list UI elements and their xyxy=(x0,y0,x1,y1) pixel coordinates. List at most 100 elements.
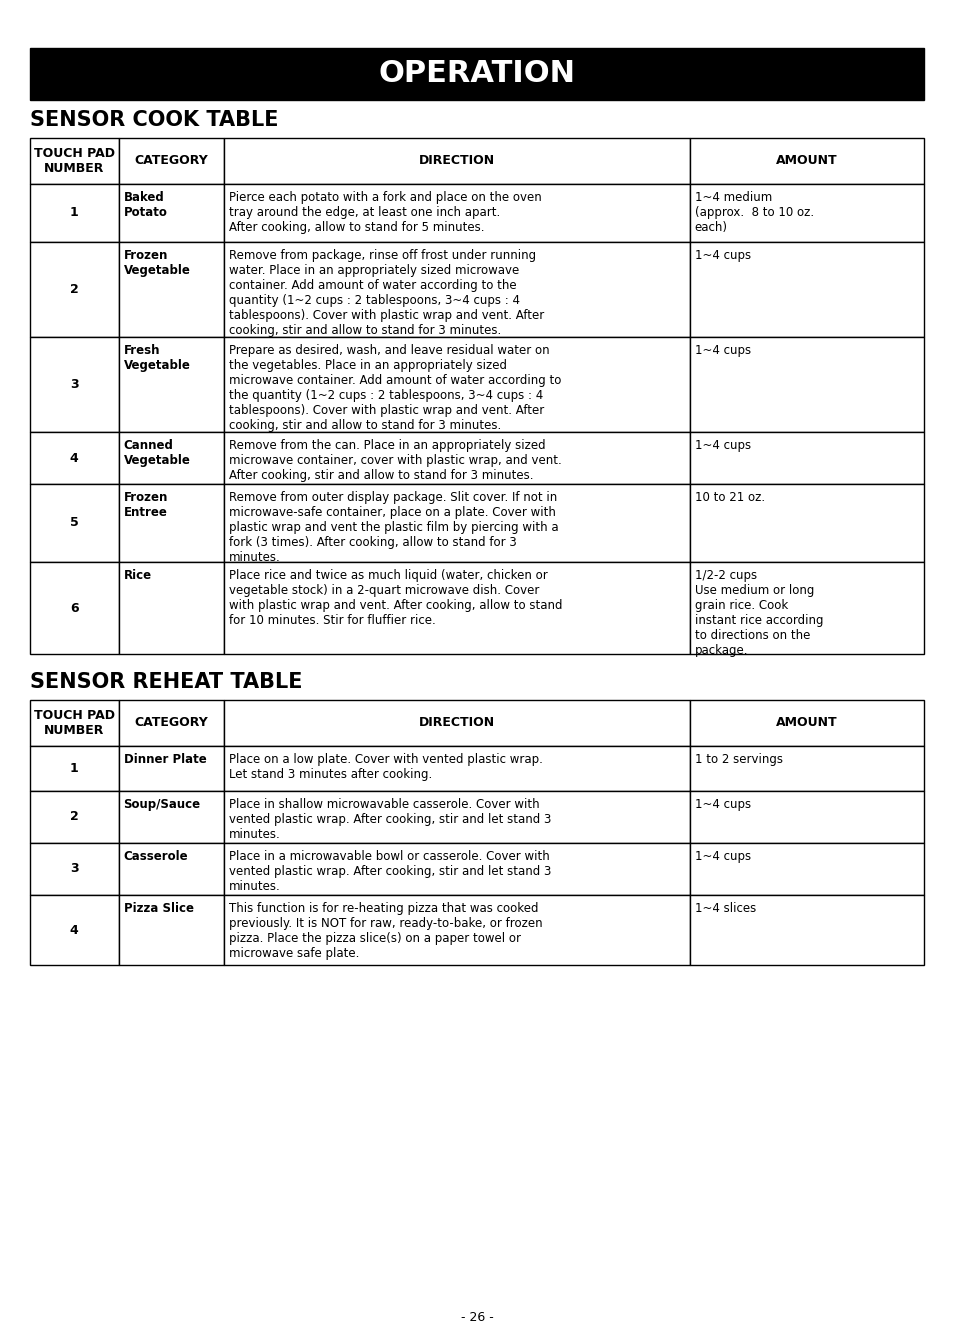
Text: TOUCH PAD
NUMBER: TOUCH PAD NUMBER xyxy=(33,148,114,174)
Bar xyxy=(689,242,923,337)
Bar xyxy=(224,562,689,654)
Text: AMOUNT: AMOUNT xyxy=(775,154,837,168)
Text: 1~4 cups: 1~4 cups xyxy=(694,439,750,452)
Bar xyxy=(118,746,224,790)
Text: Frozen
Entree: Frozen Entree xyxy=(123,491,168,519)
Bar xyxy=(224,484,689,562)
Text: 6: 6 xyxy=(70,601,78,615)
Text: Remove from package, rinse off frost under running
water. Place in an appropriat: Remove from package, rinse off frost und… xyxy=(229,250,543,337)
Bar xyxy=(30,432,118,484)
Bar xyxy=(118,184,224,242)
Bar xyxy=(30,48,923,101)
Bar xyxy=(30,138,118,184)
Text: Baked
Potato: Baked Potato xyxy=(123,191,167,219)
Text: Prepare as desired, wash, and leave residual water on
the vegetables. Place in a: Prepare as desired, wash, and leave resi… xyxy=(229,344,560,432)
Text: Soup/Sauce: Soup/Sauce xyxy=(123,798,200,811)
Bar xyxy=(689,184,923,242)
Text: Fresh
Vegetable: Fresh Vegetable xyxy=(123,344,191,372)
Text: 1~4 cups: 1~4 cups xyxy=(694,344,750,357)
Text: TOUCH PAD
NUMBER: TOUCH PAD NUMBER xyxy=(33,709,114,737)
Bar xyxy=(30,184,118,242)
Text: 1~4 slices: 1~4 slices xyxy=(694,902,755,915)
Text: Remove from the can. Place in an appropriately sized
microwave container, cover : Remove from the can. Place in an appropr… xyxy=(229,439,561,482)
Bar xyxy=(689,484,923,562)
Text: 10 to 21 oz.: 10 to 21 oz. xyxy=(694,491,764,505)
Text: DIRECTION: DIRECTION xyxy=(418,717,495,730)
Text: Place rice and twice as much liquid (water, chicken or
vegetable stock) in a 2-q: Place rice and twice as much liquid (wat… xyxy=(229,569,562,627)
Bar xyxy=(689,562,923,654)
Text: - 26 -: - 26 - xyxy=(460,1311,493,1325)
Text: This function is for re-heating pizza that was cooked
previously. It is NOT for : This function is for re-heating pizza th… xyxy=(229,902,542,960)
Text: 1: 1 xyxy=(70,762,78,774)
Bar xyxy=(689,701,923,746)
Bar xyxy=(224,432,689,484)
Text: Frozen
Vegetable: Frozen Vegetable xyxy=(123,250,191,276)
Bar xyxy=(224,242,689,337)
Bar xyxy=(224,337,689,432)
Text: 4: 4 xyxy=(70,451,78,464)
Bar xyxy=(30,701,118,746)
Bar xyxy=(118,562,224,654)
Bar xyxy=(118,432,224,484)
Text: 2: 2 xyxy=(70,811,78,824)
Bar xyxy=(689,746,923,790)
Bar xyxy=(224,701,689,746)
Text: OPERATION: OPERATION xyxy=(378,59,575,89)
Bar xyxy=(689,138,923,184)
Text: Casserole: Casserole xyxy=(123,849,188,863)
Text: 1~4 cups: 1~4 cups xyxy=(694,250,750,262)
Bar xyxy=(118,138,224,184)
Text: 3: 3 xyxy=(70,863,78,875)
Text: Rice: Rice xyxy=(123,569,152,582)
Text: 3: 3 xyxy=(70,378,78,391)
Bar xyxy=(30,337,118,432)
Bar xyxy=(30,895,118,965)
Bar xyxy=(224,184,689,242)
Text: 5: 5 xyxy=(70,517,78,530)
Bar xyxy=(30,746,118,790)
Text: 2: 2 xyxy=(70,283,78,297)
Text: 1/2-2 cups
Use medium or long
grain rice. Cook
instant rice according
to directi: 1/2-2 cups Use medium or long grain rice… xyxy=(694,569,822,658)
Bar xyxy=(224,895,689,965)
Text: AMOUNT: AMOUNT xyxy=(775,717,837,730)
Bar xyxy=(689,432,923,484)
Bar xyxy=(224,138,689,184)
Text: SENSOR REHEAT TABLE: SENSOR REHEAT TABLE xyxy=(30,672,302,692)
Bar xyxy=(689,337,923,432)
Text: 4: 4 xyxy=(70,923,78,937)
Text: 1: 1 xyxy=(70,207,78,220)
Bar xyxy=(30,484,118,562)
Bar xyxy=(689,895,923,965)
Text: Place in shallow microwavable casserole. Cover with
vented plastic wrap. After c: Place in shallow microwavable casserole.… xyxy=(229,798,551,841)
Text: Remove from outer display package. Slit cover. If not in
microwave-safe containe: Remove from outer display package. Slit … xyxy=(229,491,558,564)
Bar xyxy=(118,843,224,895)
Bar xyxy=(118,337,224,432)
Bar xyxy=(224,843,689,895)
Text: 1~4 medium
(approx.  8 to 10 oz.
each): 1~4 medium (approx. 8 to 10 oz. each) xyxy=(694,191,813,234)
Text: Canned
Vegetable: Canned Vegetable xyxy=(123,439,191,467)
Bar xyxy=(30,843,118,895)
Bar xyxy=(224,746,689,790)
Bar xyxy=(118,701,224,746)
Text: Place in a microwavable bowl or casserole. Cover with
vented plastic wrap. After: Place in a microwavable bowl or casserol… xyxy=(229,849,551,892)
Text: DIRECTION: DIRECTION xyxy=(418,154,495,168)
Bar xyxy=(30,562,118,654)
Text: Dinner Plate: Dinner Plate xyxy=(123,753,206,766)
Bar xyxy=(118,242,224,337)
Bar xyxy=(118,484,224,562)
Text: Pierce each potato with a fork and place on the oven
tray around the edge, at le: Pierce each potato with a fork and place… xyxy=(229,191,541,234)
Bar xyxy=(30,790,118,843)
Text: SENSOR COOK TABLE: SENSOR COOK TABLE xyxy=(30,110,278,130)
Text: CATEGORY: CATEGORY xyxy=(134,717,208,730)
Text: Place on a low plate. Cover with vented plastic wrap.
Let stand 3 minutes after : Place on a low plate. Cover with vented … xyxy=(229,753,542,781)
Text: 1~4 cups: 1~4 cups xyxy=(694,798,750,811)
Bar xyxy=(30,242,118,337)
Bar xyxy=(118,790,224,843)
Bar xyxy=(118,895,224,965)
Text: Pizza Slice: Pizza Slice xyxy=(123,902,193,915)
Bar xyxy=(689,843,923,895)
Bar xyxy=(689,790,923,843)
Text: 1~4 cups: 1~4 cups xyxy=(694,849,750,863)
Bar xyxy=(224,790,689,843)
Text: CATEGORY: CATEGORY xyxy=(134,154,208,168)
